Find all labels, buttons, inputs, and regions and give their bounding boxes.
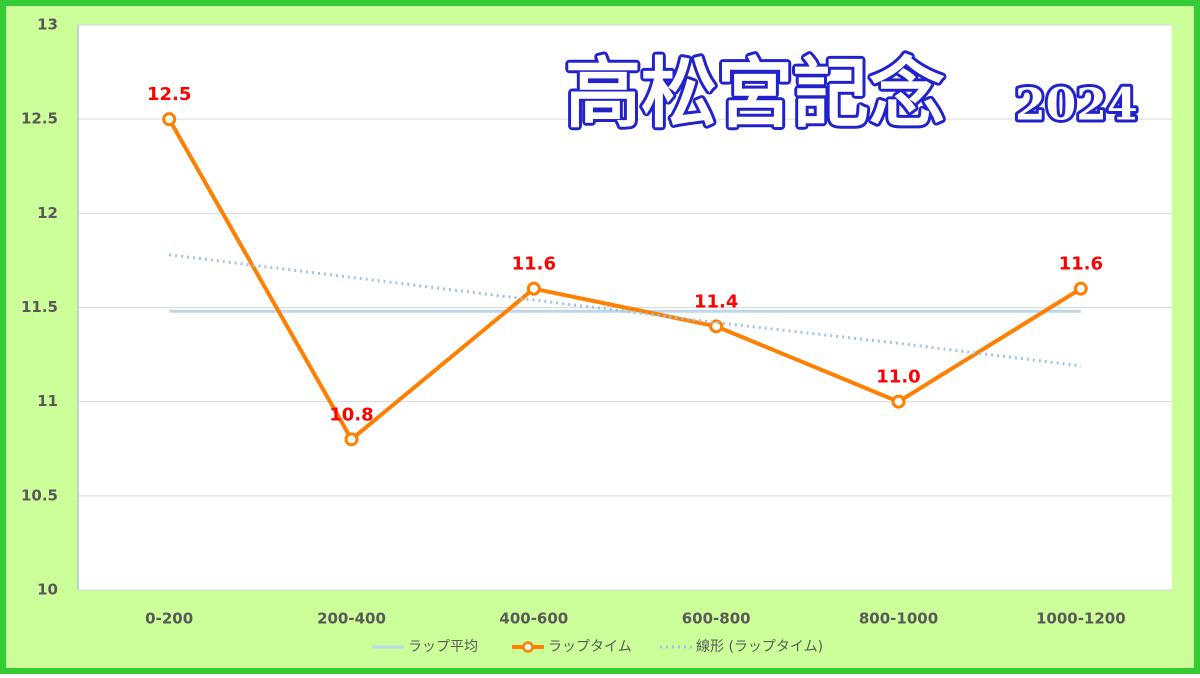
data-label: 10.8 — [329, 404, 373, 425]
x-tick-label: 400-600 — [499, 610, 568, 628]
x-tick-label: 200-400 — [317, 610, 386, 628]
marker — [891, 394, 906, 409]
legend-label: ラップタイム — [548, 639, 632, 655]
chart-subtitle: 2024 — [1015, 80, 1137, 131]
marker — [709, 319, 724, 334]
marker — [162, 112, 177, 127]
data-label: 12.5 — [147, 84, 191, 105]
data-label: 11.6 — [512, 254, 556, 275]
legend-marker — [522, 641, 534, 653]
x-tick-label: 1000-1200 — [1036, 610, 1126, 628]
y-tick-label: 13 — [37, 16, 58, 34]
y-tick-label: 10 — [37, 581, 58, 599]
data-label: 11.4 — [694, 291, 738, 312]
x-tick-label: 800-1000 — [859, 610, 938, 628]
legend-label: ラップ平均 — [408, 639, 478, 655]
y-tick-label: 12.5 — [21, 110, 58, 128]
y-tick-label: 12 — [37, 204, 58, 222]
marker — [344, 432, 359, 447]
legend-label: 線形 (ラップタイム) — [696, 639, 823, 655]
chart-title: 高松宮記念 — [565, 49, 945, 138]
x-tick-label: 600-800 — [682, 610, 751, 628]
x-tick-label: 0-200 — [145, 610, 193, 628]
y-tick-label: 11.5 — [21, 298, 58, 316]
y-tick-label: 10.5 — [21, 486, 58, 504]
y-tick-label: 11 — [37, 392, 58, 410]
marker — [526, 281, 541, 296]
marker — [1073, 281, 1088, 296]
data-label: 11.0 — [876, 367, 920, 388]
series-line — [167, 118, 1082, 442]
data-label: 11.6 — [1059, 254, 1103, 275]
